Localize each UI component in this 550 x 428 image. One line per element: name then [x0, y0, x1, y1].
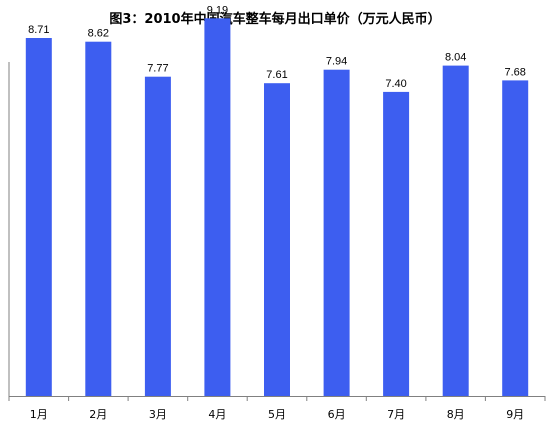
bar-3	[144, 76, 171, 396]
category-label-4: 4月	[208, 408, 226, 421]
category-label-9: 9月	[506, 408, 524, 421]
bar-7	[383, 91, 410, 397]
value-label-2: 8.62	[88, 28, 109, 40]
value-label-4: 9.19	[207, 4, 228, 16]
value-label-7: 7.40	[385, 78, 406, 90]
category-label-2: 2月	[89, 408, 107, 421]
value-label-8: 8.04	[445, 52, 466, 64]
bar-9	[502, 80, 529, 397]
category-label-7: 7月	[387, 408, 405, 421]
category-label-1: 1月	[30, 408, 48, 421]
chart-title: 图3：2010年中国汽车整车每月出口单价（万元人民币）	[109, 12, 441, 27]
bar-2	[85, 41, 112, 396]
value-label-9: 7.68	[504, 66, 525, 78]
category-label-3: 3月	[149, 408, 167, 421]
bar-5	[264, 83, 290, 396]
value-label-6: 7.94	[326, 56, 347, 68]
category-label-8: 8月	[447, 408, 465, 421]
bar-1	[25, 38, 52, 396]
category-label-6: 6月	[328, 408, 346, 421]
bar-8	[442, 65, 469, 396]
value-label-5: 7.61	[266, 69, 287, 81]
bar-6	[323, 69, 350, 396]
category-label-5: 5月	[268, 408, 286, 421]
bar-4	[204, 18, 231, 397]
value-label-3: 7.77	[147, 63, 168, 75]
value-label-1: 8.71	[28, 24, 49, 36]
